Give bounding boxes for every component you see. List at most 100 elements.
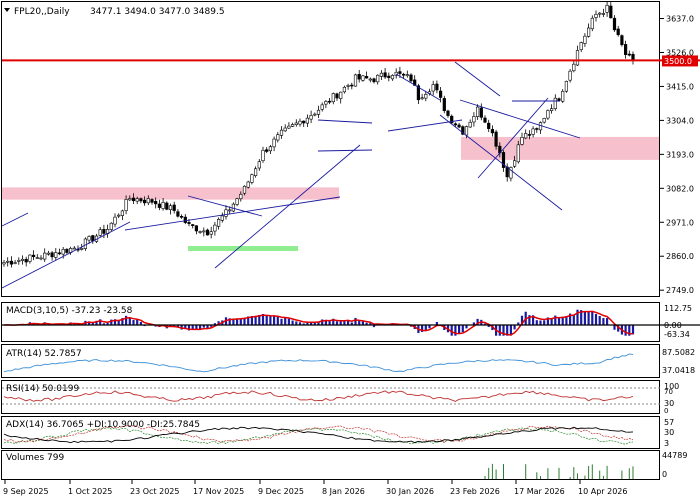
rsi-tick-label: 70	[664, 388, 673, 396]
candle-body	[257, 161, 261, 169]
candle-body	[468, 121, 472, 128]
candle-body	[524, 133, 528, 139]
candle-body	[261, 149, 265, 161]
y-tick-label: 2860.0	[666, 252, 694, 261]
candle-body	[131, 197, 136, 202]
atr-tick-label: 87.5082	[662, 348, 695, 357]
rsi-tick-label: 0	[664, 407, 668, 415]
candle-body	[453, 123, 458, 126]
candle-body	[283, 127, 287, 132]
candle-body	[254, 168, 258, 176]
adx-tick-label: 30	[664, 428, 674, 437]
x-tick-label: 9 Dec 2025	[258, 487, 304, 496]
trendline	[187, 195, 263, 217]
x-tick-label: 23 Oct 2025	[130, 487, 179, 496]
trendline	[124, 196, 341, 231]
candle-body	[590, 17, 594, 30]
candle-body	[623, 44, 628, 55]
candle-body	[575, 50, 580, 66]
candle-body	[331, 93, 335, 103]
rsi-line	[3, 390, 634, 402]
candle-body	[327, 100, 332, 103]
minus-di-line	[3, 425, 634, 443]
y-tick-label: 3304.0	[666, 116, 694, 125]
trendline	[459, 99, 581, 139]
candle-body	[383, 72, 387, 78]
candle-body	[535, 128, 539, 130]
candle-body	[450, 115, 454, 124]
candle-body	[98, 229, 102, 236]
candle-body	[242, 185, 247, 194]
candle-body	[557, 98, 561, 101]
candle-body	[472, 116, 476, 123]
candle-body	[298, 120, 302, 125]
candle-body	[438, 90, 443, 98]
candle-body	[627, 53, 631, 56]
candle-body	[87, 236, 91, 241]
y-tick-label: 3526.0	[666, 48, 694, 57]
candle-body	[542, 118, 546, 123]
candle-body	[217, 219, 221, 227]
collapse-triangle-icon[interactable]	[4, 8, 10, 12]
candle-body	[398, 71, 402, 74]
candle-body	[594, 14, 598, 18]
candle-body	[579, 42, 583, 50]
candle-body	[276, 134, 280, 141]
candle-body	[457, 124, 461, 128]
y-tick-label: 3415.0	[666, 82, 694, 91]
macd-signal-line	[3, 310, 634, 336]
candle-body	[313, 113, 317, 116]
candle-body	[194, 225, 199, 232]
candle-body	[339, 91, 343, 99]
candle-body	[342, 86, 347, 93]
candle-body	[509, 167, 513, 179]
candle-body	[531, 128, 535, 135]
candle-body	[598, 12, 602, 15]
candle-body	[368, 78, 372, 81]
candle-body	[516, 144, 520, 163]
candle-body	[387, 75, 391, 78]
candle-body	[501, 152, 506, 168]
x-tick-label: 8 Jan 2026	[322, 487, 365, 496]
candle-body	[120, 210, 124, 216]
candle-body	[128, 198, 132, 201]
y-tick-label: 2971.0	[666, 218, 694, 227]
candle-body	[379, 72, 384, 77]
candle-body	[135, 198, 139, 202]
candle-body	[168, 205, 173, 211]
candle-body	[376, 74, 380, 83]
candle-body	[13, 262, 17, 264]
demand-zone	[188, 246, 298, 251]
candle-body	[309, 115, 313, 120]
candle-body	[494, 131, 498, 147]
rsi-tick-label: 30	[664, 399, 674, 408]
trendline	[387, 119, 463, 132]
x-tick-label: 1 Oct 2025	[68, 487, 112, 496]
trendline	[454, 61, 501, 97]
supply-zone-upper	[461, 136, 659, 160]
volume-tick-label: 0	[662, 470, 667, 479]
atr-line	[3, 353, 634, 373]
candle-body	[361, 75, 365, 81]
candle-body	[612, 17, 617, 31]
candle-body	[143, 199, 147, 204]
candle-body	[620, 35, 624, 46]
candle-body	[250, 174, 254, 183]
candle-body	[109, 222, 113, 230]
candle-body	[479, 107, 483, 118]
price-tag-label: 3500.0	[664, 57, 692, 66]
candle-body	[17, 260, 21, 262]
candle-body	[442, 98, 446, 111]
candle-body	[553, 97, 557, 109]
candle-body	[464, 126, 469, 136]
x-tick-label: 10 Apr 2026	[578, 487, 627, 496]
candle-body	[609, 5, 613, 19]
candle-body	[31, 254, 36, 258]
trendline	[439, 114, 563, 211]
candle-body	[431, 84, 435, 92]
candle-body	[616, 28, 620, 36]
candle-body	[213, 224, 217, 232]
candle-body	[220, 215, 224, 221]
candle-body	[561, 91, 565, 102]
candle-body	[302, 120, 306, 124]
